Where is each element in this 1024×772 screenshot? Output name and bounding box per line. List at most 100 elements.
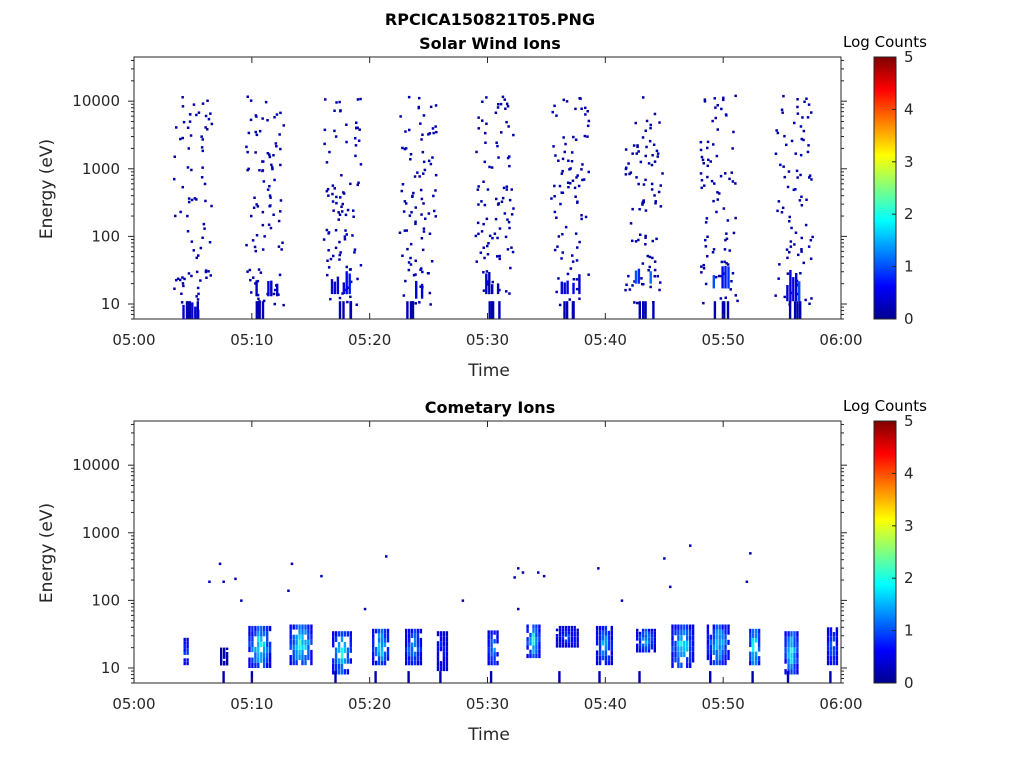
data-cell: [407, 268, 411, 272]
data-cell: [345, 233, 348, 236]
data-cell: [808, 174, 812, 177]
data-cell: [413, 628, 417, 634]
data-cell: [532, 645, 535, 650]
data-cell: [418, 301, 421, 304]
data-cell: [245, 243, 248, 247]
data-cell: [793, 652, 796, 659]
data-cell: [304, 639, 307, 645]
data-cell: [565, 301, 569, 319]
data-cell: [490, 634, 493, 640]
data-cell: [416, 171, 419, 174]
data-cell: [718, 649, 721, 655]
data-cell: [561, 634, 565, 637]
data-cell: [561, 251, 564, 254]
data-cell: [713, 182, 716, 185]
data-cell: [404, 147, 408, 150]
data-cell: [254, 625, 257, 632]
data-cell: [553, 248, 557, 252]
data-cell: [781, 206, 785, 210]
data-cell: [487, 634, 490, 640]
data-cell: [722, 98, 725, 102]
data-cell: [490, 630, 493, 635]
data-cell: [271, 167, 274, 171]
data-cell: [289, 660, 292, 666]
data-cell: [637, 150, 640, 153]
data-cell: [724, 660, 727, 666]
data-cell: [587, 273, 590, 276]
data-cell: [576, 174, 579, 177]
data-cell: [252, 206, 256, 209]
data-cell: [706, 639, 710, 645]
data-cell: [258, 301, 261, 319]
solar-wind-panel: Solar Wind Ions 05:00 05:10 05:20 05:30 05:4…: [37, 33, 927, 381]
data-cell: [538, 624, 541, 629]
data-cell: [636, 634, 639, 638]
data-cell: [721, 639, 724, 645]
data-cell: [580, 107, 583, 110]
data-cell: [555, 114, 558, 117]
data-cell: [496, 634, 499, 640]
data-cell: [584, 113, 587, 116]
data-cell: [826, 651, 830, 656]
data-cell: [647, 269, 650, 272]
solar-wind-title: Solar Wind Ions: [419, 34, 561, 53]
data-cell: [442, 631, 446, 637]
data-cell: [650, 640, 654, 644]
data-cell: [569, 267, 573, 270]
data-cell: [709, 671, 712, 683]
data-cell: [197, 292, 200, 296]
data-cell: [700, 186, 703, 190]
data-cell: [575, 176, 578, 179]
data-cell: [342, 191, 345, 194]
data-cell: [641, 200, 645, 203]
data-cell: [257, 625, 260, 632]
data-cell: [254, 114, 258, 117]
data-cell: [200, 176, 204, 179]
data-cell: [497, 103, 500, 106]
data-cell: [416, 633, 420, 638]
data-cell: [538, 645, 541, 650]
data-cell: [647, 637, 651, 641]
data-cell: [251, 641, 254, 647]
data-cell: [189, 134, 193, 137]
data-cell: [557, 159, 560, 162]
data-cell: [779, 163, 782, 167]
data-cell: [298, 655, 301, 661]
data-cell: [578, 240, 581, 244]
solar-wind-axes: 05:00 05:10 05:20 05:30 05:40 05:50 06:0010100…: [72, 56, 863, 349]
data-cell: [716, 191, 719, 194]
data-cell: [377, 637, 381, 643]
data-cell: [210, 204, 213, 208]
data-cell: [195, 295, 198, 298]
data-cell: [327, 266, 331, 269]
data-cell: [553, 210, 557, 214]
data-cell: [180, 292, 183, 295]
data-cell: [173, 177, 176, 181]
data-cell: [254, 282, 257, 285]
colorbar-tick-label: 5: [904, 48, 914, 66]
data-cell: [702, 263, 705, 267]
data-cell: [408, 660, 411, 666]
data-cell: [706, 175, 709, 179]
data-cell: [535, 649, 538, 654]
data-cell: [419, 651, 423, 657]
data-cell: [270, 163, 273, 167]
data-cell: [342, 301, 345, 319]
data-cell: [724, 634, 727, 640]
data-cell: [724, 644, 727, 650]
data-cell: [332, 636, 335, 642]
data-cell: [651, 239, 654, 243]
data-cell: [785, 143, 788, 147]
data-cell: [380, 656, 384, 661]
data-cell: [496, 639, 499, 644]
data-cell: [724, 629, 727, 635]
data-cell: [304, 655, 307, 661]
data-cell: [201, 236, 204, 239]
data-cell: [507, 125, 510, 128]
data-cell: [796, 642, 799, 648]
data-cell: [786, 256, 789, 260]
data-cell: [220, 656, 223, 659]
data-cell: [223, 649, 226, 653]
data-cell: [310, 639, 313, 645]
data-cell: [724, 639, 727, 645]
